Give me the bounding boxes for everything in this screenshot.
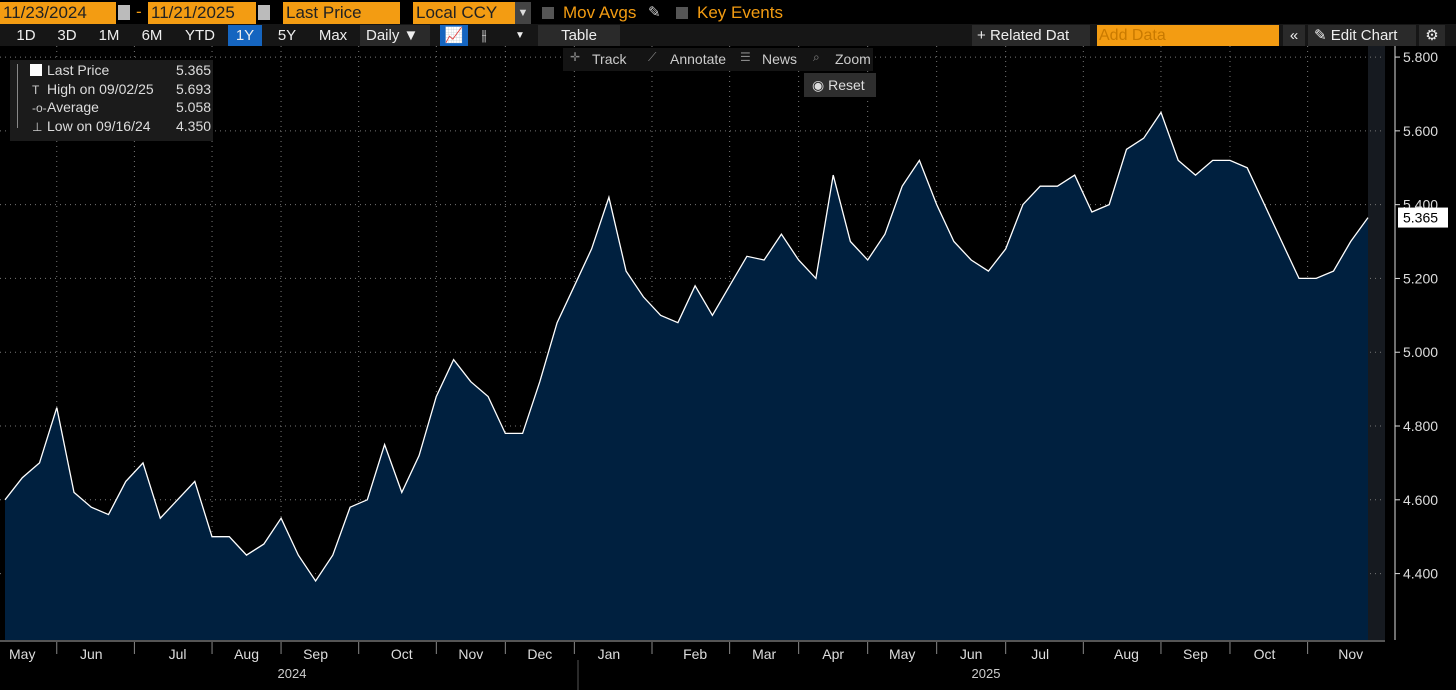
x-tick-label: Aug xyxy=(1114,646,1139,662)
x-tick-label: Jun xyxy=(960,646,983,662)
period-button[interactable]: YTD xyxy=(185,27,215,44)
chart-type-icon[interactable]: 📈 xyxy=(440,25,468,46)
date-separator: - xyxy=(136,2,142,21)
legend-icon: T xyxy=(32,82,40,97)
x-tick-label: Mar xyxy=(752,646,776,662)
y-tick-label: 5.000 xyxy=(1403,344,1438,360)
tool-button[interactable]: Track xyxy=(592,51,627,67)
y-tick-label: 4.600 xyxy=(1403,492,1438,508)
x-tick-label: Jul xyxy=(1031,646,1049,662)
frequency-select[interactable]: Daily ▼ xyxy=(360,25,430,46)
add-data-input[interactable]: Add Data xyxy=(1097,25,1279,46)
y-tick-label: 5.200 xyxy=(1403,270,1438,286)
price-line xyxy=(4,110,1369,583)
legend-value: 4.350 xyxy=(176,117,212,134)
x-tick-label: May xyxy=(9,646,35,662)
tool-icon[interactable]: ⌕ xyxy=(813,50,820,64)
table-button[interactable]: Table xyxy=(538,25,620,46)
legend-value: 5.365 xyxy=(176,62,212,78)
related-data-label: Related Dat xyxy=(989,27,1070,44)
field-select[interactable]: Last Price xyxy=(283,2,400,24)
x-tick-label: Jul xyxy=(169,646,187,662)
end-date[interactable]: 11/21/2025 xyxy=(148,2,256,24)
tool-button[interactable]: Annotate xyxy=(670,51,727,67)
y-tick-label: 5.600 xyxy=(1403,123,1438,139)
checkbox[interactable] xyxy=(676,7,688,19)
legend-value: 5.058 xyxy=(176,99,212,115)
y-tick-label: 4.800 xyxy=(1403,418,1438,434)
x-tick-label: Jun xyxy=(80,646,103,662)
legend-icon: ⊥ xyxy=(32,119,43,134)
calendar-icon[interactable] xyxy=(258,5,270,20)
x-tick-label: Sep xyxy=(1183,646,1208,662)
key-events-label[interactable]: Key Events xyxy=(697,3,783,22)
last-price-label: 5.365 xyxy=(1403,210,1438,226)
x-tick-label: Aug xyxy=(234,646,259,662)
period-button[interactable]: 5Y xyxy=(277,27,297,44)
legend-value: 5.693 xyxy=(176,80,212,97)
collapse-button[interactable]: « xyxy=(1283,25,1305,46)
x-tick-label: Nov xyxy=(458,646,483,662)
legend-bracket xyxy=(17,64,23,128)
x-tick-label: Jan xyxy=(598,646,621,662)
legend-box xyxy=(10,60,213,141)
x-tick-label: Feb xyxy=(683,646,707,662)
edit-chart-button[interactable]: ✎ Edit Chart xyxy=(1308,25,1416,46)
edit-chart-label: Edit Chart xyxy=(1330,27,1398,44)
x-tick-label: Oct xyxy=(1254,646,1276,662)
dropdown-arrow[interactable]: ▼ xyxy=(515,2,531,24)
currency-select[interactable]: Local CCY xyxy=(413,2,515,24)
period-button[interactable]: 6M xyxy=(141,27,163,44)
tool-bar xyxy=(563,48,873,71)
area xyxy=(5,112,1368,640)
tool-icon[interactable]: ⟋ xyxy=(648,50,657,64)
x-tick-label: Apr xyxy=(822,646,844,662)
start-date[interactable]: 11/23/2024 xyxy=(0,2,116,24)
legend-label: Low on 09/16/24 xyxy=(47,117,151,134)
calendar-icon[interactable] xyxy=(118,5,130,20)
y-tick-label: 4.400 xyxy=(1403,566,1438,582)
year-label: 2024 xyxy=(278,666,307,681)
legend-label: High on 09/02/25 xyxy=(47,80,154,97)
future-band xyxy=(1368,46,1385,640)
last-price-tag xyxy=(1398,207,1448,228)
x-tick-label: Oct xyxy=(391,646,413,662)
year-label: 2025 xyxy=(972,666,1001,681)
x-tick-label: Dec xyxy=(527,646,552,662)
x-tick-label: Sep xyxy=(303,646,328,662)
reset-button[interactable]: ◉ Reset xyxy=(804,73,876,97)
chart: 4.4004.6004.8005.0005.2005.4005.6005.800… xyxy=(0,46,1448,690)
bar-type-icon[interactable]: ⫲ xyxy=(481,27,487,44)
period-button[interactable]: 1D xyxy=(16,27,36,44)
mov-avgs-label[interactable]: Mov Avgs xyxy=(563,3,637,22)
period-button[interactable]: 1M xyxy=(98,27,120,44)
legend-label: Average xyxy=(47,99,99,115)
x-tick-label: May xyxy=(889,646,915,662)
tool-icon[interactable]: ✛ xyxy=(570,50,581,64)
frequency-label: Daily xyxy=(366,27,400,44)
period-button[interactable]: 3D xyxy=(57,27,77,44)
checkbox[interactable] xyxy=(542,7,554,19)
more-arrow[interactable]: ▼ xyxy=(515,30,525,41)
tool-button[interactable]: News xyxy=(762,51,798,67)
settings-gear[interactable]: ⚙ xyxy=(1419,25,1445,46)
legend-icon: -o- xyxy=(32,101,47,115)
tool-icon[interactable]: ☰ xyxy=(740,50,751,64)
y-tick-label: 5.800 xyxy=(1403,49,1438,65)
period-button[interactable]: Max xyxy=(318,27,348,44)
tool-button[interactable]: Zoom xyxy=(835,51,871,67)
related-data-button[interactable]: + Related Dat xyxy=(972,25,1090,46)
pencil-icon[interactable]: ✎ xyxy=(648,4,661,21)
period-button[interactable]: 1Y xyxy=(228,25,262,46)
x-tick-label: Nov xyxy=(1338,646,1363,662)
legend-icon xyxy=(30,64,42,76)
legend-label: Last Price xyxy=(47,62,110,78)
reset-label: Reset xyxy=(828,77,865,93)
